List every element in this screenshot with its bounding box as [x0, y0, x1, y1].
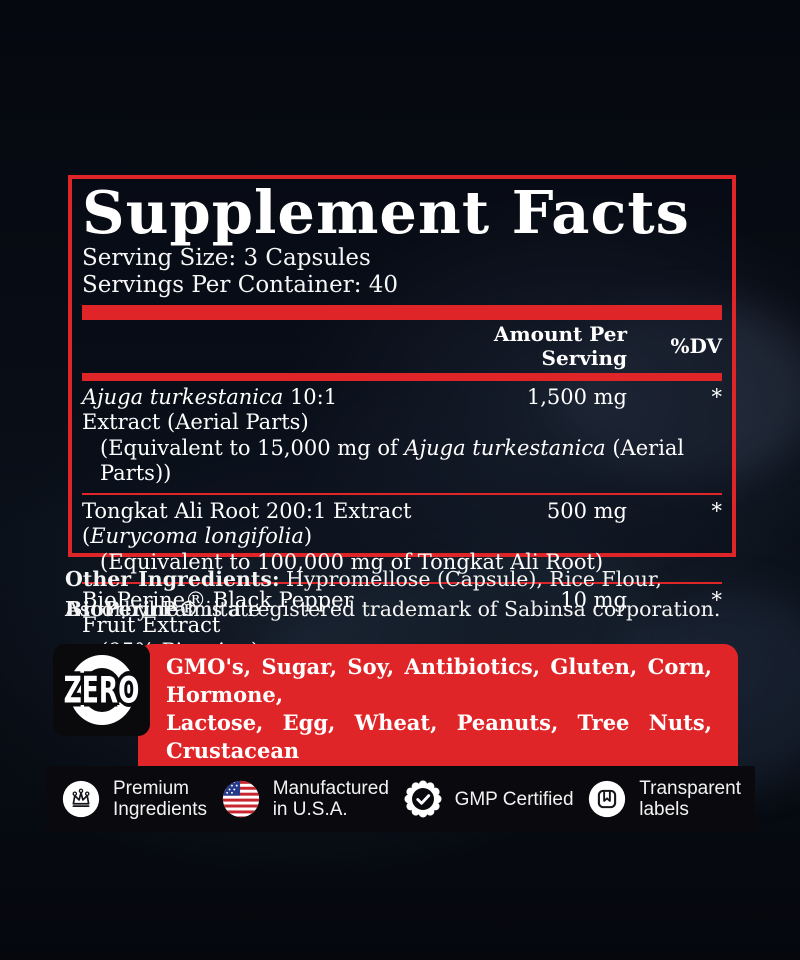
trademark-line: BioPerine® is a registered trademark of … [65, 597, 721, 621]
crown-icon [62, 780, 100, 818]
ingredient-amount: 1,500 mg [526, 385, 627, 409]
ingredient-amount: 500 mg [546, 499, 627, 523]
badge-made-in-usa: Manufactured in U.S.A. [220, 778, 389, 820]
divider-bar [82, 373, 722, 381]
ingredient-dv: * [711, 385, 723, 409]
ingredient-amount: 10 mg [560, 588, 627, 612]
allergen-line: Lactose, Egg, Wheat, Peanuts, Tree Nuts,… [166, 710, 712, 763]
column-header-amount: Amount Per Serving [493, 322, 627, 370]
serving-size: Serving Size: 3 Capsules [82, 245, 371, 271]
ingredient-equivalent: (Equivalent to 15,000 mg of Ajuga turkes… [100, 436, 685, 485]
badge-label: Manufactured in U.S.A. [272, 778, 389, 820]
badge-label: GMP Certified [454, 788, 574, 810]
badge-label: Premium Ingredients [113, 778, 208, 820]
column-header-dv: %DV [670, 334, 722, 358]
ingredient-name: Ajuga turkestanica 10:1 Extract (Aerial … [82, 385, 338, 434]
column-header-row: Amount Per Serving %DV [82, 320, 722, 373]
other-ingredients-line: Other Ingredients: Hypromellose (Capsule… [65, 567, 662, 621]
panel-title: Supplement Facts [82, 178, 690, 247]
gmp-seal-icon [404, 780, 442, 818]
badge-premium-ingredients: Premium Ingredients [60, 778, 207, 820]
bookmark-icon [589, 780, 626, 818]
ingredient-row-tongkat: Tongkat Ali Root 200:1 Extract (Eurycoma… [82, 493, 722, 582]
badge-gmp-certified: GMP Certified [402, 778, 574, 820]
allergen-line: GMO's, Sugar, Soy, Antibiotics, Gluten, … [166, 654, 712, 707]
divider-bar [82, 305, 722, 320]
ingredient-dv: * [711, 499, 723, 523]
ingredient-name: BioPerine® Black Pepper Fruit Extract [82, 588, 354, 637]
supplement-facts-panel: Supplement Facts Serving Size: 3 Capsule… [68, 175, 736, 722]
badge-transparent-labels: Transparent labels [586, 778, 741, 820]
servings-per-container: Servings Per Container: 40 [82, 272, 399, 298]
ingredient-dv: * [711, 588, 723, 612]
us-flag-icon [222, 780, 259, 818]
zero-logo: ZERO [53, 644, 150, 736]
ingredient-equivalent: (Equivalent to 100,000 mg of Tongkat Ali… [100, 550, 604, 574]
ingredient-name: Tongkat Ali Root 200:1 Extract (Eurycoma… [82, 499, 412, 548]
badge-label: Transparent labels [639, 778, 741, 820]
ingredient-row-ajuga: Ajuga turkestanica 10:1 Extract (Aerial … [82, 381, 722, 493]
badge-bar: Premium Ingredients [46, 766, 755, 832]
zero-logo-text: ZERO [63, 668, 140, 712]
